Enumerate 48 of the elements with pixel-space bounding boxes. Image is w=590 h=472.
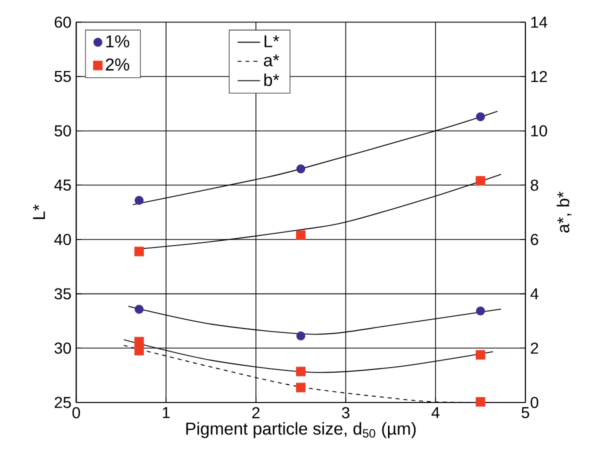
y-tick-label: 25 bbox=[54, 396, 71, 408]
legend-label: L* bbox=[264, 35, 280, 48]
point bbox=[296, 230, 306, 240]
y-tick-label: 45 bbox=[54, 180, 71, 191]
point bbox=[134, 346, 144, 356]
line-series bbox=[123, 339, 494, 373]
legend-label: 2% bbox=[106, 58, 130, 71]
line-series bbox=[128, 306, 502, 335]
legend-label: b* bbox=[264, 73, 280, 86]
y2-tick-label: 2 bbox=[530, 342, 538, 354]
y-tick-label: 50 bbox=[54, 125, 71, 136]
y-tick-label: 30 bbox=[54, 342, 71, 354]
y-tick-label: 40 bbox=[54, 234, 71, 246]
y2-tick-label: 8 bbox=[530, 180, 538, 191]
point bbox=[296, 164, 306, 174]
legend-label: 1% bbox=[106, 35, 130, 48]
point bbox=[476, 112, 485, 122]
point bbox=[296, 382, 306, 392]
x-tick-label: 3 bbox=[342, 407, 350, 418]
point bbox=[134, 336, 144, 346]
y2-tick-label: 4 bbox=[530, 288, 538, 300]
y-tick-label: 35 bbox=[54, 288, 71, 300]
x-tick-label: 4 bbox=[432, 407, 440, 418]
point bbox=[476, 350, 486, 360]
y2-tick-label: 14 bbox=[531, 16, 548, 28]
x-tick-label: 5 bbox=[522, 407, 530, 418]
point bbox=[296, 366, 306, 376]
y2-tick-label: 0 bbox=[530, 396, 538, 408]
x-tick-label: 0 bbox=[72, 407, 80, 418]
point bbox=[134, 196, 144, 205]
y2-tick-label: 6 bbox=[530, 234, 538, 246]
x-tick-label: 2 bbox=[252, 407, 260, 418]
y-tick-label: 55 bbox=[54, 70, 71, 82]
y-tick-label: 60 bbox=[54, 16, 71, 28]
point bbox=[476, 397, 486, 407]
y2-axis-title: a*, b* bbox=[556, 192, 572, 233]
legend-label: a* bbox=[264, 54, 280, 66]
point bbox=[296, 331, 306, 340]
y2-tick-label: 12 bbox=[531, 70, 547, 82]
point bbox=[134, 246, 144, 256]
line-series bbox=[132, 110, 498, 206]
y-axis-title: L* bbox=[33, 204, 45, 220]
y2-tick-label: 10 bbox=[531, 125, 548, 136]
x-tick-label: 1 bbox=[162, 407, 170, 418]
x-axis-title: Pigment particle size, d$_{50}$ (µm) bbox=[186, 422, 416, 438]
point bbox=[134, 304, 144, 314]
point bbox=[476, 306, 485, 316]
point bbox=[476, 176, 486, 186]
